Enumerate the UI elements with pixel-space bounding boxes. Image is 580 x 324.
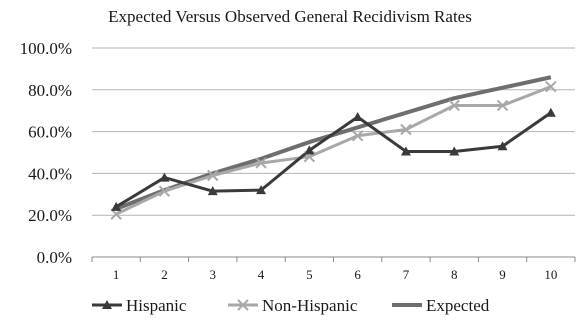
x-tick-label: 10 <box>544 267 557 282</box>
legend-marker <box>237 299 249 311</box>
data-point-non-hispanic <box>496 99 509 112</box>
legend-label: Expected <box>426 296 490 315</box>
data-point-hispanic <box>304 145 315 155</box>
gridlines <box>92 47 575 258</box>
data-point-non-hispanic <box>545 80 557 93</box>
data-point-hispanic <box>497 141 508 151</box>
data-point-hispanic <box>207 186 218 196</box>
data-point-hispanic <box>111 201 122 211</box>
series-markers <box>110 80 557 220</box>
series-line-hispanic <box>115 111 552 209</box>
y-tick-label: 40.0% <box>28 164 72 183</box>
legend-item: Non-Hispanic <box>228 296 358 315</box>
legend-label: Hispanic <box>126 296 187 315</box>
legend-label: Non-Hispanic <box>262 296 358 315</box>
data-point-hispanic <box>159 172 170 182</box>
x-tick-label: 4 <box>258 267 265 282</box>
data-point-non-hispanic <box>448 99 460 112</box>
chart-title: Expected Versus Observed General Recidiv… <box>108 7 472 26</box>
y-tick-label: 0.0% <box>37 248 72 267</box>
legend: Hispanic Non-Hispanic Expected <box>92 296 490 315</box>
x-tick-label: 6 <box>354 267 361 282</box>
series-line-non-hispanic <box>115 85 552 216</box>
y-tick-label: 100.0% <box>20 39 72 58</box>
y-tick-label: 80.0% <box>28 81 72 100</box>
data-point-non-hispanic <box>255 157 267 169</box>
x-axis-ticks: 1 2 3 4 5 6 7 8 9 10 <box>91 257 576 282</box>
legend-item: Hispanic <box>92 296 187 315</box>
y-tick-label: 20.0% <box>28 206 72 225</box>
x-tick-label: 5 <box>306 267 313 282</box>
x-tick-label: 2 <box>161 267 168 282</box>
data-point-non-hispanic <box>400 123 412 136</box>
data-point-non-hispanic <box>351 130 364 142</box>
series-lines <box>115 75 552 216</box>
data-point-hispanic <box>256 185 267 195</box>
data-point-non-hispanic <box>158 185 171 197</box>
x-tick-label: 8 <box>451 267 458 282</box>
x-tick-label: 9 <box>499 267 506 282</box>
legend-item: Expected <box>392 296 490 315</box>
data-point-hispanic <box>352 111 363 121</box>
y-tick-label: 60.0% <box>28 123 72 142</box>
data-point-hispanic <box>400 146 411 156</box>
x-tick-label: 1 <box>113 267 120 282</box>
data-point-non-hispanic <box>207 169 219 182</box>
y-axis-ticks: 0.0% 20.0% 40.0% 60.0% 80.0% 100.0% <box>20 39 72 267</box>
legend-marker <box>102 300 112 309</box>
data-point-hispanic <box>545 107 556 117</box>
series-line-expected <box>115 75 552 211</box>
data-point-hispanic <box>449 146 460 156</box>
x-tick-label: 7 <box>403 267 410 282</box>
x-tick-label: 3 <box>210 267 217 282</box>
